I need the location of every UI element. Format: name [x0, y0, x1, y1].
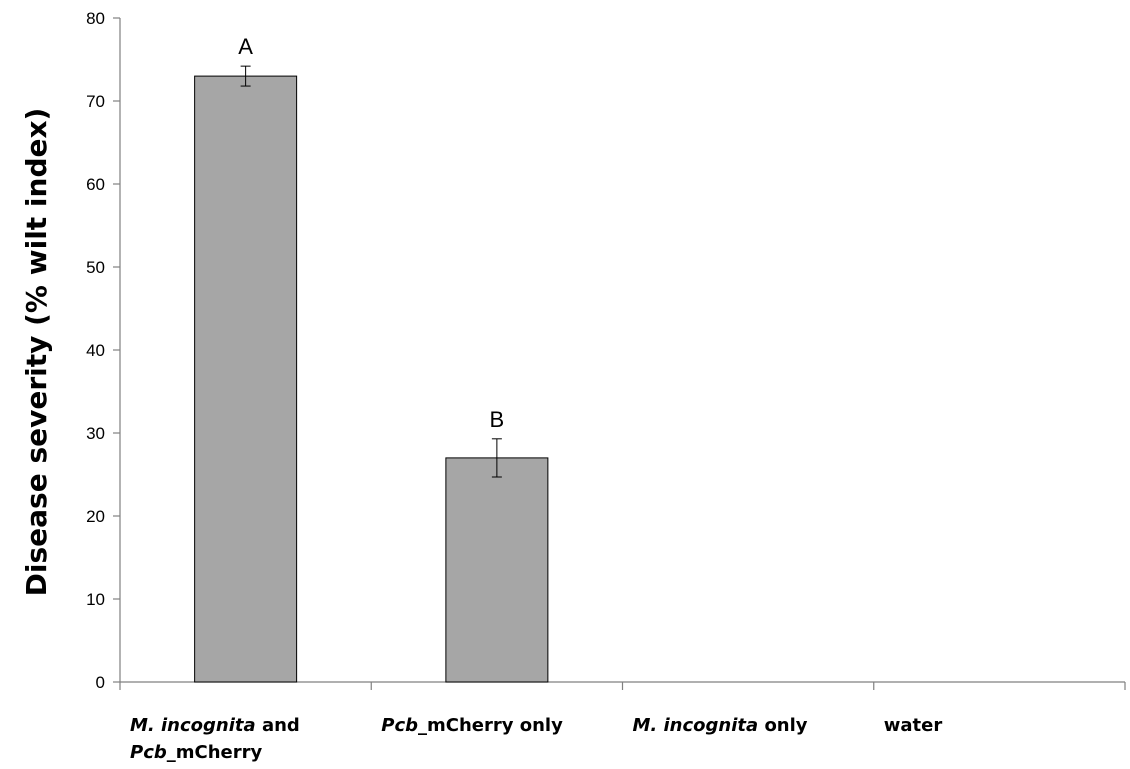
x-axis — [119, 681, 1126, 690]
bars: AB — [194, 34, 549, 683]
bar — [194, 75, 298, 683]
x-category-label-segment: and — [255, 715, 300, 736]
y-axis: 0 10 20 30 40 50 60 70 80 — [86, 9, 121, 692]
x-category-label-segment: _mCherry — [166, 742, 263, 763]
y-tick-label: 50 — [86, 258, 105, 277]
x-category-label: Pcb_mCherry only — [381, 712, 563, 739]
y-tick-label: 40 — [86, 341, 105, 360]
y-tick-label: 70 — [86, 92, 105, 111]
y-axis-label: Disease severity (% wilt index) — [20, 108, 53, 597]
x-category-label-segment: Pcb — [381, 715, 418, 736]
x-category-label-segment: only — [758, 715, 808, 736]
x-category-label-line: M. incognita and — [130, 712, 300, 739]
x-category-label-segment: M. incognita — [130, 715, 256, 736]
x-category-label-segment: M. incognita — [632, 715, 759, 736]
x-category-label: M. incognita and Pcb_mCherry — [130, 712, 300, 766]
y-tick-label: 20 — [86, 507, 105, 526]
y-tick-label: 0 — [96, 673, 105, 692]
significance-label: B — [490, 407, 505, 432]
x-category-label-segment: _mCherry only — [418, 715, 563, 736]
y-tick-label: 60 — [86, 175, 105, 194]
x-category-label-line: Pcb_mCherry only — [381, 712, 563, 739]
y-tick-label: 80 — [86, 9, 105, 28]
bar — [445, 457, 549, 683]
significance-label: A — [238, 34, 253, 59]
x-category-label-line: water — [884, 712, 942, 739]
x-category-label-segment: water — [883, 715, 943, 736]
x-category-label: water — [884, 712, 942, 739]
y-tick-label: 10 — [86, 590, 105, 609]
y-tick-label: 30 — [86, 424, 105, 443]
x-category-label: M. incognita only — [633, 712, 808, 739]
x-category-label-line: Pcb_mCherry — [130, 739, 300, 766]
x-category-label-segment: Pcb — [130, 742, 167, 763]
x-category-label-line: M. incognita only — [633, 712, 808, 739]
